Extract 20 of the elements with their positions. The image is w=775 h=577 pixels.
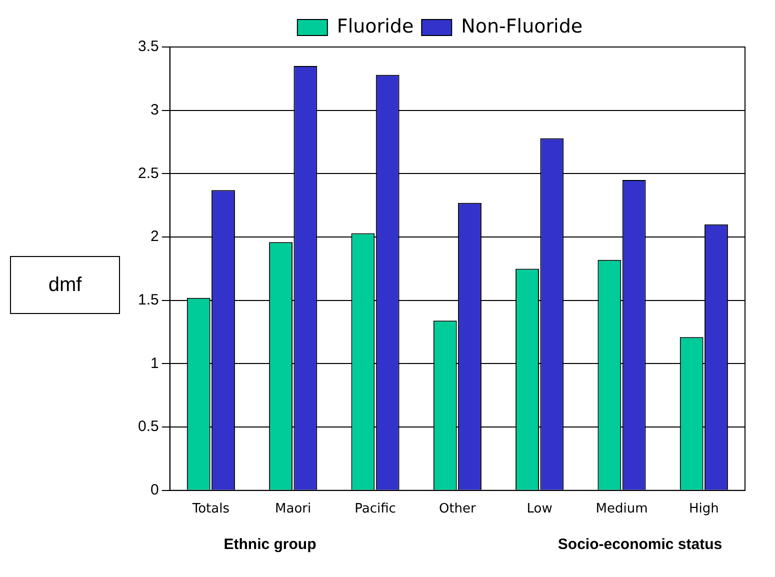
y-tick-label: 1 (150, 354, 159, 372)
x-tick-label: Other (438, 502, 477, 517)
y-tick-label: 3 (150, 101, 159, 118)
x-tick-label: Medium (596, 502, 648, 517)
x-tick-label: Totals (191, 502, 230, 517)
x-tick-label: Maori (275, 502, 312, 517)
y-tick-label: 2 (150, 228, 159, 246)
x-tick-label: High (688, 502, 719, 517)
y-tick-label: 1.5 (138, 292, 159, 309)
x-tick-label: Pacific (354, 502, 396, 517)
legend-label: Non-Fluoride (461, 15, 583, 38)
y-axis-title: dmf (10, 256, 120, 314)
legend-label: Fluoride (336, 15, 414, 38)
x-tick-label: Low (526, 502, 553, 517)
text: Ethnic group (224, 536, 316, 553)
y-tick-label: 0.5 (138, 418, 159, 436)
y-tick-label: 0 (150, 482, 159, 499)
y-tick-label: 3.5 (138, 38, 159, 56)
text: Socio-economic status (558, 536, 722, 553)
y-tick-label: 2.5 (138, 164, 159, 182)
